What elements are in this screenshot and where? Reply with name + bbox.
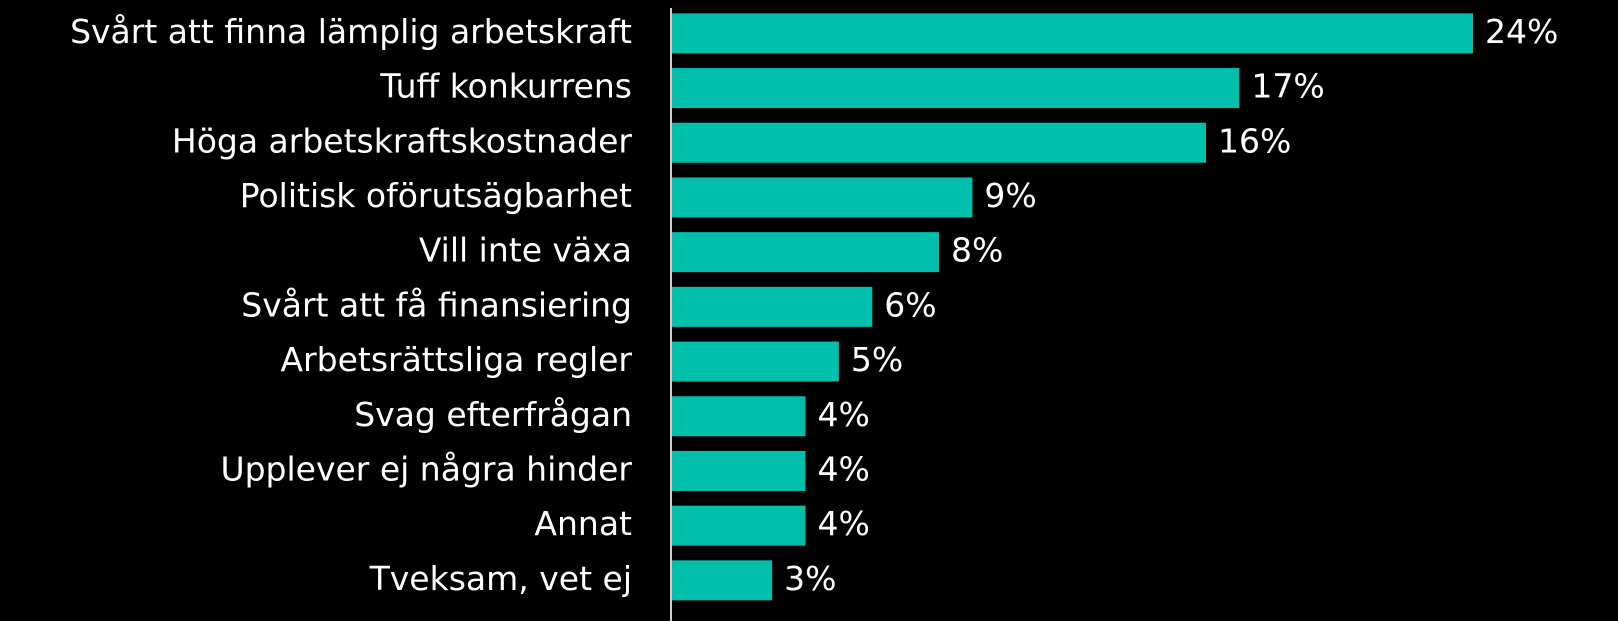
bar bbox=[672, 396, 806, 437]
bar bbox=[672, 450, 806, 491]
category-label: Svårt att få finansiering bbox=[241, 285, 632, 324]
value-label: 4% bbox=[818, 395, 870, 434]
value-label: 5% bbox=[851, 340, 903, 379]
bar bbox=[672, 68, 1240, 109]
category-label: Tveksam, vet ej bbox=[369, 559, 632, 598]
category-label: Politisk oförutsägbarhet bbox=[240, 176, 632, 215]
bar bbox=[672, 177, 973, 218]
category-label: Svårt att finna lämplig arbetskraft bbox=[70, 12, 632, 51]
category-label: Höga arbetskraftskostnader bbox=[172, 121, 633, 160]
category-label: Vill inte växa bbox=[419, 231, 632, 270]
category-label: Svag efterfrågan bbox=[354, 395, 632, 434]
bar bbox=[672, 286, 873, 327]
value-label: 16% bbox=[1218, 121, 1291, 160]
bar bbox=[672, 505, 806, 546]
category-label: Upplever ej några hinder bbox=[220, 449, 632, 488]
value-label: 6% bbox=[884, 285, 936, 324]
value-label: 3% bbox=[784, 559, 836, 598]
value-label: 17% bbox=[1251, 67, 1324, 106]
category-label: Tuff konkurrens bbox=[379, 67, 632, 106]
value-label: 24% bbox=[1485, 12, 1558, 51]
bar bbox=[672, 560, 773, 601]
value-label: 4% bbox=[818, 449, 870, 488]
category-label: Arbetsrättsliga regler bbox=[280, 340, 632, 379]
bar bbox=[672, 13, 1473, 54]
value-label: 8% bbox=[951, 231, 1003, 270]
value-label: 4% bbox=[818, 504, 870, 543]
bar bbox=[672, 341, 839, 382]
bar bbox=[672, 232, 939, 273]
value-label: 9% bbox=[984, 176, 1036, 215]
bar bbox=[672, 122, 1206, 163]
category-label: Annat bbox=[534, 504, 632, 543]
